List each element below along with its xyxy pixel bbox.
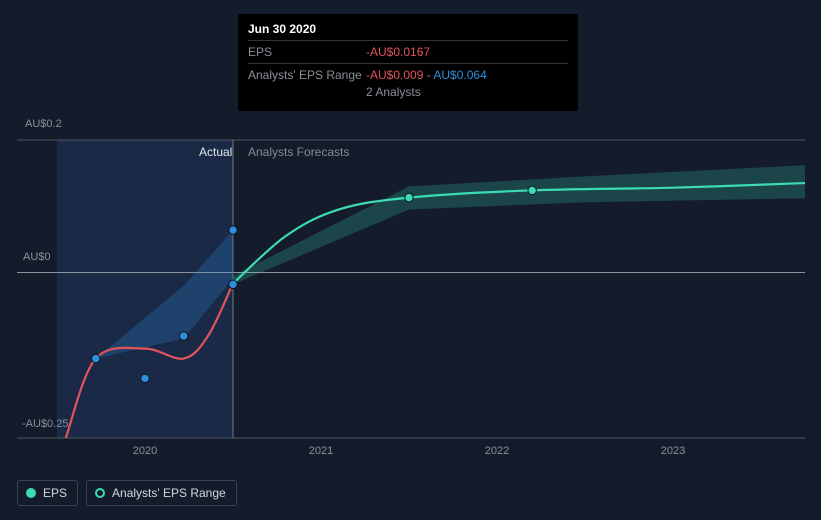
x-axis-tick-label: 2023 bbox=[661, 445, 685, 457]
range-dot bbox=[180, 332, 188, 340]
tooltip-row-value: -AU$0.0167 bbox=[366, 45, 430, 59]
legend-item-label: Analysts' EPS Range bbox=[112, 486, 226, 500]
tooltip-row-sub: 2 Analysts bbox=[366, 85, 487, 99]
tooltip-row: Analysts' EPS Range-AU$0.009 - AU$0.064 2… bbox=[248, 63, 568, 103]
forecast-range-band bbox=[233, 165, 805, 284]
chart-region-forecast-label: Analysts Forecasts bbox=[248, 145, 349, 159]
x-axis-tick-label: 2021 bbox=[309, 445, 333, 457]
eps-forecast-dot bbox=[528, 186, 536, 194]
range-dot bbox=[141, 374, 149, 382]
tooltip-row-label: EPS bbox=[248, 45, 366, 59]
y-axis-tick-label: -AU$0.25 bbox=[22, 418, 68, 430]
y-axis-tick-label: AU$0.2 bbox=[25, 118, 62, 130]
eps-forecast-dot bbox=[405, 193, 413, 201]
chart-region-actual-label: Actual bbox=[199, 145, 232, 159]
y-axis-tick-label: AU$0 bbox=[23, 251, 51, 263]
tooltip-row-value: -AU$0.009 - AU$0.064 bbox=[366, 68, 487, 82]
range-dot bbox=[92, 354, 100, 362]
legend-range[interactable]: Analysts' EPS Range bbox=[86, 480, 237, 506]
range-dot bbox=[229, 280, 237, 288]
x-axis-tick-label: 2022 bbox=[485, 445, 509, 457]
x-axis-tick-label: 2020 bbox=[133, 445, 157, 457]
legend-swatch-icon bbox=[95, 488, 105, 498]
chart-tooltip: Jun 30 2020EPS-AU$0.0167Analysts' EPS Ra… bbox=[238, 14, 578, 111]
legend-swatch-icon bbox=[26, 488, 36, 498]
legend-item-label: EPS bbox=[43, 486, 67, 500]
tooltip-row-label: Analysts' EPS Range bbox=[248, 68, 366, 99]
chart-legend: EPS Analysts' EPS Range bbox=[17, 480, 237, 506]
tooltip-date: Jun 30 2020 bbox=[248, 22, 568, 40]
range-dot bbox=[229, 226, 237, 234]
tooltip-row: EPS-AU$0.0167 bbox=[248, 40, 568, 63]
legend-eps[interactable]: EPS bbox=[17, 480, 78, 506]
